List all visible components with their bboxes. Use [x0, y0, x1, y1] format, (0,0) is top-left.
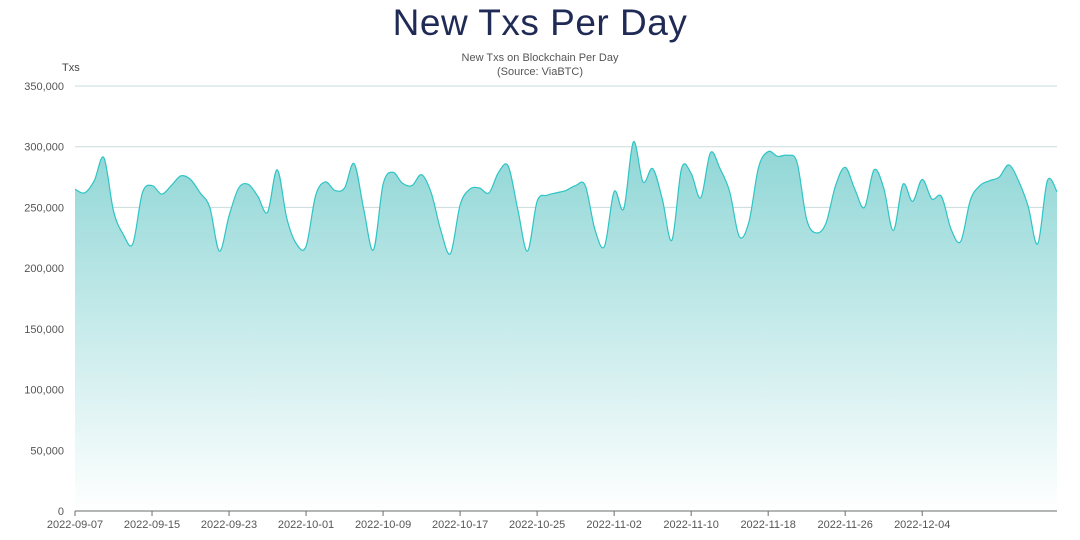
axis-layer: 0 50,000 100,000 150,000 200,000 250,000 300,0… — [24, 81, 1057, 531]
x-tick-label: 2022-12-04 — [894, 519, 950, 531]
y-axis-label: Txs — [62, 62, 80, 74]
y-tick-label: 250,000 — [24, 202, 64, 214]
chart-title: New Txs Per Day — [392, 2, 688, 43]
chart-subtitle: New Txs on Blockchain Per Day (Source: V… — [0, 51, 1080, 79]
series-line — [74, 141, 1058, 255]
x-tick-label: 2022-09-07 — [47, 519, 103, 531]
y-tick-label: 350,000 — [24, 81, 64, 93]
y-tick-label: 50,000 — [30, 445, 64, 457]
y-tick-label: 300,000 — [24, 142, 64, 154]
x-tick-label: 2022-11-18 — [740, 519, 795, 531]
x-tick-label: 2022-09-23 — [201, 519, 257, 531]
y-tick-label: 100,000 — [24, 385, 64, 397]
x-tick-label: 2022-10-25 — [509, 519, 565, 531]
y-tick-label: 0 — [58, 506, 64, 518]
y-tick-label: 200,000 — [24, 263, 64, 275]
x-tick-label: 2022-10-01 — [278, 519, 334, 531]
x-tick-label: 2022-11-10 — [663, 519, 718, 531]
series-area-fill — [75, 141, 1057, 511]
y-tick-label: 150,000 — [24, 324, 64, 336]
x-tick-label: 2022-09-15 — [124, 519, 180, 531]
x-tick-label: 2022-11-26 — [817, 519, 872, 531]
chart-subtitle-line1: New Txs on Blockchain Per Day — [461, 52, 619, 64]
x-tick-label: 2022-10-17 — [432, 519, 488, 531]
chart-subtitle-line2: (Source: ViaBTC) — [497, 66, 583, 78]
area-layer — [74, 141, 1058, 511]
x-tick-label: 2022-11-02 — [586, 519, 641, 531]
x-tick-label: 2022-10-09 — [355, 519, 411, 531]
